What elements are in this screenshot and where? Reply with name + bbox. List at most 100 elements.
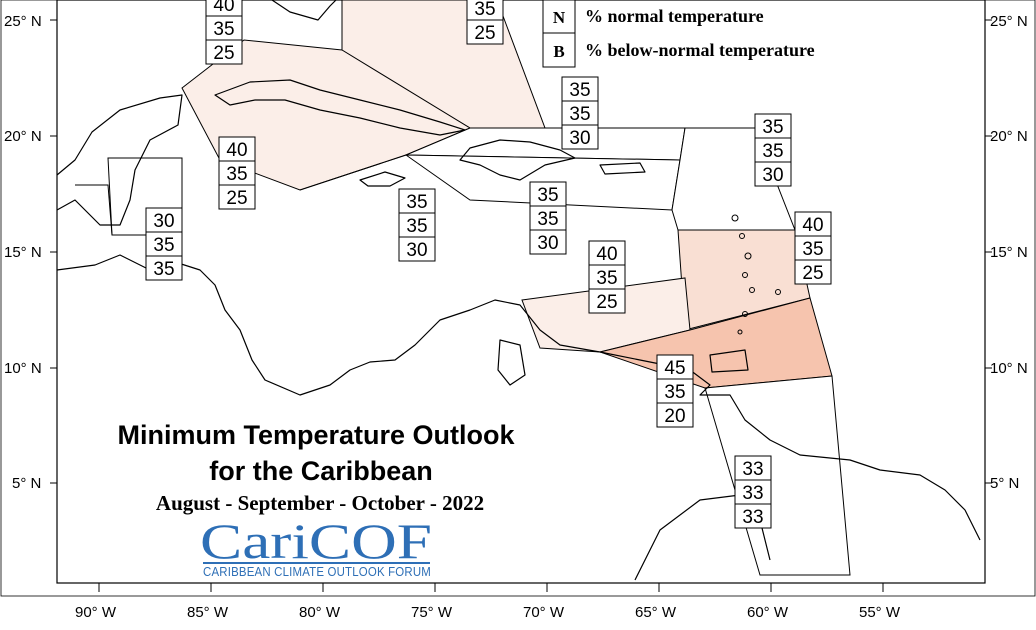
forecast-box-trinidad: 45 35 20 bbox=[656, 354, 694, 428]
lat-label-5-right: 5° N bbox=[990, 475, 1019, 492]
forecast-cell bbox=[205, 39, 243, 65]
lon-label-80: 80° W bbox=[299, 604, 341, 621]
forecast-box-jamaica: 35 35 30 bbox=[398, 188, 436, 262]
forecast-value: 25 bbox=[213, 43, 234, 64]
forecast-value: 25 bbox=[226, 188, 247, 209]
forecast-box-turks-caicos: 35 35 30 bbox=[561, 76, 599, 150]
forecast-value: 35 bbox=[153, 235, 174, 256]
forecast-value: 25 bbox=[596, 292, 617, 313]
lat-label-10-left: 10° N bbox=[4, 360, 42, 377]
yucatan-coast bbox=[56, 94, 183, 226]
forecast-value: 25 bbox=[474, 23, 495, 44]
forecast-cell bbox=[561, 100, 599, 126]
forecast-value: 35 bbox=[802, 239, 823, 260]
forecast-value: 35 bbox=[569, 104, 590, 125]
title-period: August - September - October - 2022 bbox=[156, 491, 484, 515]
forecast-box-hispaniola: 35 35 30 bbox=[529, 181, 567, 255]
forecast-value: 40 bbox=[213, 0, 234, 16]
caricof-logo: CariCOF CARIBBEAN CLIMATE OUTLOOK FORUM bbox=[200, 513, 432, 579]
forecast-value: 33 bbox=[742, 483, 763, 504]
logo-main-text: CariCOF bbox=[200, 513, 432, 569]
forecast-cell bbox=[398, 188, 436, 214]
lat-label-25-right: 25° N bbox=[990, 13, 1028, 30]
hispaniola-coast bbox=[459, 139, 576, 181]
legend: N % normal temperature B % below-normal … bbox=[542, 0, 815, 68]
forecast-cell bbox=[588, 288, 626, 314]
lesser-antilles bbox=[731, 214, 781, 335]
forecast-value: 40 bbox=[596, 244, 617, 265]
latitude-ticks bbox=[50, 19, 992, 484]
lat-label-15-right: 15° N bbox=[990, 244, 1028, 261]
forecast-cell bbox=[734, 503, 772, 529]
puerto-rico-coast bbox=[599, 162, 646, 175]
forecast-cell bbox=[794, 259, 832, 285]
legend-label-n: % normal temperature bbox=[585, 6, 764, 26]
forecast-cell bbox=[561, 124, 599, 150]
forecast-cell bbox=[794, 211, 832, 237]
forecast-cell bbox=[656, 354, 694, 380]
forecast-cell bbox=[656, 402, 694, 428]
forecast-value: 45 bbox=[664, 358, 685, 379]
title-line-1: Minimum Temperature Outlook bbox=[117, 420, 515, 450]
forecast-zones bbox=[75, 0, 851, 576]
forecast-value: 25 bbox=[802, 263, 823, 284]
forecast-value: 35 bbox=[762, 117, 783, 138]
longitude-ticks bbox=[98, 583, 884, 592]
forecast-value: 35 bbox=[226, 164, 247, 185]
forecast-value: 35 bbox=[406, 216, 427, 237]
forecast-value: 40 bbox=[802, 215, 823, 236]
forecast-cell bbox=[466, 19, 504, 45]
forecast-cell bbox=[529, 229, 567, 255]
forecast-box-cuba: 40 35 25 bbox=[218, 136, 256, 210]
forecast-value: 20 bbox=[664, 406, 685, 427]
florida-coast bbox=[271, 0, 337, 21]
forecast-box-windwards: 40 35 25 bbox=[794, 211, 832, 285]
forecast-value: 35 bbox=[569, 80, 590, 101]
legend-label-b: % below-normal temperature bbox=[585, 40, 815, 60]
lon-label-90: 90° W bbox=[75, 604, 117, 621]
forecast-value: 35 bbox=[474, 0, 495, 20]
logo-sub-text: CARIBBEAN CLIMATE OUTLOOK FORUM bbox=[203, 565, 431, 579]
forecast-cell bbox=[529, 205, 567, 231]
forecast-value: 30 bbox=[569, 128, 590, 149]
maracaibo-coast bbox=[497, 339, 526, 386]
lat-label-10-right: 10° N bbox=[990, 360, 1028, 377]
forecast-value: 30 bbox=[762, 165, 783, 186]
latitude-labels: 25° N 20° N 15° N 10° N 5° N 25° N 20° N… bbox=[4, 13, 1028, 492]
trinidad-coast bbox=[709, 349, 749, 373]
forecast-cell bbox=[588, 240, 626, 266]
title-block: Minimum Temperature Outlook for the Cari… bbox=[117, 420, 515, 515]
lat-label-20-left: 20° N bbox=[4, 128, 42, 145]
forecast-cell bbox=[754, 161, 792, 187]
lon-label-60: 60° W bbox=[747, 604, 789, 621]
lat-label-25-left: 25° N bbox=[4, 13, 42, 30]
forecast-cell bbox=[398, 212, 436, 238]
forecast-cell bbox=[734, 479, 772, 505]
forecast-value: 35 bbox=[213, 19, 234, 40]
lon-label-75: 75° W bbox=[411, 604, 453, 621]
forecast-value: 35 bbox=[664, 382, 685, 403]
lon-label-85: 85° W bbox=[187, 604, 229, 621]
forecast-value: 30 bbox=[537, 233, 558, 254]
forecast-cell bbox=[754, 113, 792, 139]
longitude-labels: 90° W 85° W 80° W 75° W 70° W 65° W 60° … bbox=[75, 604, 901, 621]
forecast-value: 33 bbox=[742, 459, 763, 480]
outer-frame bbox=[0, 0, 1036, 597]
forecast-boxes: 4035253525353530403525303535353530353530… bbox=[145, 0, 832, 529]
legend-letter-b: B bbox=[553, 42, 564, 61]
forecast-cell bbox=[398, 236, 436, 262]
forecast-box-bahamas-west: 40 35 25 bbox=[205, 0, 243, 65]
forecast-cell bbox=[218, 136, 256, 162]
forecast-value: 30 bbox=[406, 240, 427, 261]
forecast-cell bbox=[218, 184, 256, 210]
lon-label-65: 65° W bbox=[635, 604, 677, 621]
jamaica-coast bbox=[359, 171, 406, 187]
cuba-coast bbox=[214, 79, 466, 136]
forecast-value: 35 bbox=[537, 185, 558, 206]
zone-guianas bbox=[704, 375, 851, 576]
forecast-value: 33 bbox=[742, 507, 763, 528]
forecast-value: 35 bbox=[406, 192, 427, 213]
map-frame bbox=[56, 0, 986, 584]
